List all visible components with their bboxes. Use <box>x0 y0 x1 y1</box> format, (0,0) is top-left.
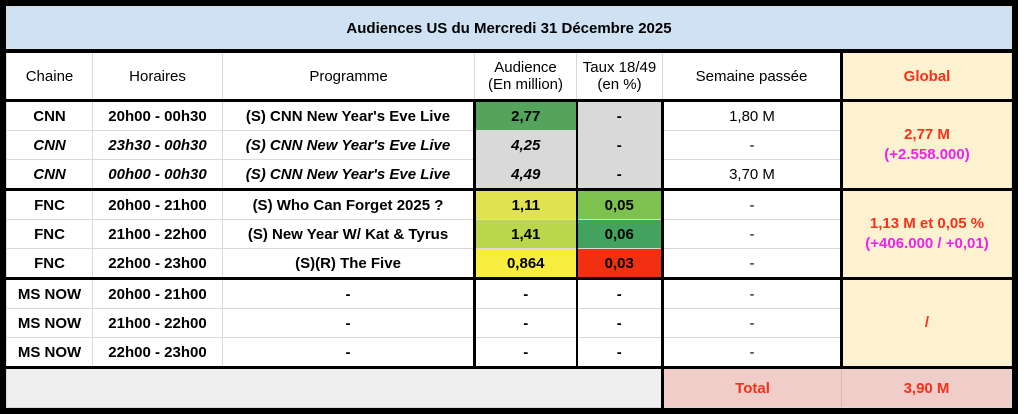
cell-horaires: 22h00 - 23h00 <box>92 248 223 280</box>
cell-chaine: FNC <box>6 248 93 280</box>
cell-taux: - <box>576 337 664 369</box>
audience-table: Audiences US du Mercredi 31 Décembre 202… <box>6 6 1012 408</box>
col-header-audience-line1: Audience <box>494 59 557 76</box>
cell-semaine: - <box>662 308 842 338</box>
cell-programme: (S) CNN New Year's Eve Live <box>222 159 476 191</box>
global-value: 1,13 M et 0,05 % <box>869 214 985 232</box>
col-header-programme: Programme <box>222 50 475 102</box>
cell-horaires: 00h00 - 00h30 <box>92 159 223 191</box>
cell-semaine: - <box>662 219 842 249</box>
cell-taux: - <box>576 159 664 191</box>
cell-semaine: - <box>662 248 842 280</box>
cell-chaine: MS NOW <box>6 308 93 338</box>
cell-taux: - <box>576 100 664 131</box>
total-label: Total <box>662 366 842 408</box>
cell-chaine: MS NOW <box>6 278 93 309</box>
table-row: MS NOW 21h00 - 22h00 - - - - <box>6 308 1012 338</box>
cell-audience: 1,41 <box>474 219 578 249</box>
cell-programme: (S)(R) The Five <box>222 248 476 280</box>
col-header-audience-line2: (En million) <box>487 76 563 93</box>
cell-audience: - <box>474 337 578 369</box>
table-row: FNC 22h00 - 23h00 (S)(R) The Five 0,864 … <box>6 248 1012 280</box>
cell-audience: 4,49 <box>474 159 578 191</box>
table-row: CNN 20h00 - 00h30 (S) CNN New Year's Eve… <box>6 100 1012 191</box>
cell-taux: 0,03 <box>576 248 664 280</box>
cell-taux: - <box>576 278 664 309</box>
total-value: 3,90 M <box>841 366 1012 408</box>
cell-horaires: 22h00 - 23h00 <box>92 337 223 369</box>
header-row: Chaine Horaires Programme Audience (En m… <box>6 49 1012 102</box>
cell-semaine: 1,80 M <box>662 100 842 131</box>
cell-programme: (S) New Year W/ Kat & Tyrus <box>222 219 476 249</box>
cell-global-msnow: / <box>840 278 1012 369</box>
cell-programme: (S) Who Can Forget 2025 ? <box>222 189 476 220</box>
title-row: Audiences US du Mercredi 31 Décembre 202… <box>6 6 1012 53</box>
cell-audience: 1,11 <box>474 189 578 220</box>
col-header-horaires: Horaires <box>92 50 223 102</box>
global-delta: (+2.558.000) <box>884 146 970 163</box>
cell-horaires: 21h00 - 22h00 <box>92 308 223 338</box>
col-header-audience: Audience (En million) <box>474 50 577 102</box>
cell-audience: 2,77 <box>474 100 578 131</box>
cell-semaine: - <box>662 337 842 369</box>
table-row: MS NOW 20h00 - 21h00 - - - - / <box>6 278 1012 369</box>
col-header-global: Global <box>840 49 1012 102</box>
cell-chaine: MS NOW <box>6 337 93 369</box>
cell-semaine: - <box>662 189 842 220</box>
cell-programme: - <box>222 337 476 369</box>
cell-global-fnc: 1,13 M et 0,05 % (+406.000 / +0,01) <box>840 189 1012 280</box>
table-row: FNC 21h00 - 22h00 (S) New Year W/ Kat & … <box>6 219 1012 249</box>
col-header-taux: Taux 18/49 (en %) <box>576 50 663 102</box>
table-row: MS NOW 22h00 - 23h00 - - - - <box>6 337 1012 369</box>
cell-audience: 0,864 <box>474 248 578 280</box>
table-row: FNC 20h00 - 21h00 (S) Who Can Forget 202… <box>6 189 1012 280</box>
cell-global-cnn: 2,77 M (+2.558.000) <box>840 100 1012 191</box>
col-header-semaine: Semaine passée <box>662 50 843 102</box>
col-header-taux-line2: (en %) <box>597 76 642 93</box>
global-value: 2,77 M <box>904 125 950 143</box>
cell-audience: 4,25 <box>474 130 578 160</box>
cell-taux: - <box>576 308 664 338</box>
cell-chaine: CNN <box>6 159 93 191</box>
cell-horaires: 23h30 - 00h30 <box>92 130 223 160</box>
total-spacer <box>6 366 664 408</box>
cell-horaires: 20h00 - 21h00 <box>92 189 223 220</box>
cell-audience: - <box>474 278 578 309</box>
cell-programme: (S) CNN New Year's Eve Live <box>222 130 476 160</box>
cell-horaires: 21h00 - 22h00 <box>92 219 223 249</box>
cell-taux: 0,05 <box>576 189 664 220</box>
cell-audience: - <box>474 308 578 338</box>
col-header-chaine: Chaine <box>6 50 93 102</box>
table-row: CNN 23h30 - 00h30 (S) CNN New Year's Eve… <box>6 130 1012 160</box>
col-header-taux-line1: Taux 18/49 <box>582 59 657 76</box>
cell-programme: (S) CNN New Year's Eve Live <box>222 100 476 131</box>
total-row: Total 3,90 M <box>6 366 1012 408</box>
global-value: / <box>924 313 930 331</box>
cell-horaires: 20h00 - 21h00 <box>92 278 223 309</box>
cell-chaine: FNC <box>6 189 93 220</box>
cell-chaine: FNC <box>6 219 93 249</box>
cell-semaine: - <box>662 130 842 160</box>
cell-programme: - <box>222 278 476 309</box>
page-title: Audiences US du Mercredi 31 Décembre 202… <box>6 6 1012 53</box>
global-delta: (+406.000 / +0,01) <box>865 235 989 252</box>
cell-horaires: 20h00 - 00h30 <box>92 100 223 131</box>
cell-chaine: CNN <box>6 100 93 131</box>
cell-chaine: CNN <box>6 130 93 160</box>
cell-programme: - <box>222 308 476 338</box>
cell-taux: - <box>576 130 664 160</box>
cell-semaine: - <box>662 278 842 309</box>
cell-taux: 0,06 <box>576 219 664 249</box>
cell-semaine: 3,70 M <box>662 159 842 191</box>
table-row: CNN 00h00 - 00h30 (S) CNN New Year's Eve… <box>6 159 1012 191</box>
